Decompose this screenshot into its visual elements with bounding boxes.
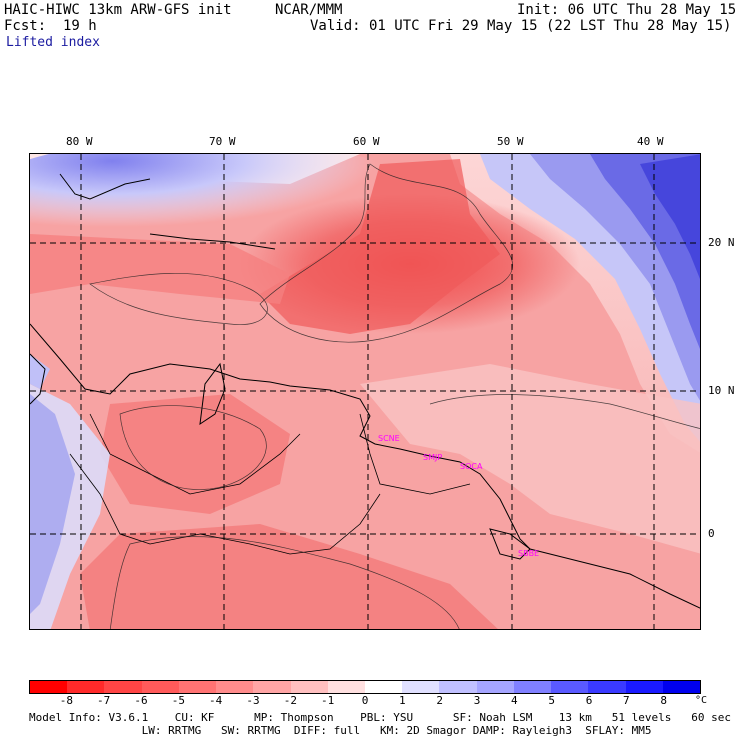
lon-label-60w: 60 W: [353, 135, 380, 148]
colorbar-tick-label: 4: [511, 694, 518, 707]
colorbar-swatch: [178, 681, 217, 693]
model-info-line2: LW: RRTMG SW: RRTMG DIFF: full KM: 2D Sm…: [29, 724, 652, 737]
colorbar-tick-label: 8: [660, 694, 667, 707]
colorbar-tick-label: 1: [399, 694, 406, 707]
colorbar-tick-label: -4: [209, 694, 223, 707]
colorbar-tick-label: 6: [585, 694, 593, 707]
blue-zone-east-core: [640, 154, 700, 279]
borders: [69, 413, 471, 555]
colorbar-swatch: [439, 681, 477, 693]
red-band-caribbean: [30, 234, 290, 304]
lon-label-80w: 80 W: [66, 135, 93, 148]
field-name: Lifted index: [6, 35, 100, 50]
coast-south-america: [30, 323, 700, 609]
colorbar-swatch: [327, 681, 365, 693]
colorbar-unit: °C: [695, 695, 708, 706]
init-time: Init: 06 UTC Thu 28 May 15: [517, 2, 737, 18]
lon-label-50w: 50 W: [497, 135, 524, 148]
colorbar-tick-label: -6: [134, 694, 148, 707]
org-label: NCAR/MMM: [275, 2, 343, 18]
colorbar-swatch: [476, 681, 514, 693]
red-zone-colombia: [100, 394, 290, 514]
station-label: SMJP: [423, 453, 442, 462]
colorbar-tick-label: 5: [548, 694, 555, 707]
colorbar-swatch: [402, 681, 440, 693]
red-zone-amazon: [80, 524, 498, 629]
model-info-line1: Model Info: V3.6.1 CU: KF MP: Thompson P…: [29, 711, 731, 724]
colorbar-tick-label: 0: [361, 694, 369, 707]
coast-amazon-mouth: [489, 528, 531, 560]
contour-amazon: [109, 536, 460, 629]
contour-caribbean: [89, 272, 268, 325]
colorbar-tick-label: -7: [97, 694, 111, 707]
coast-hispaniola: [149, 233, 276, 250]
border-colombia-venezuela: [89, 413, 301, 495]
colorbar-swatch: [662, 681, 700, 693]
lon-label-70w: 70 W: [209, 135, 236, 148]
coast-cuba: [59, 173, 151, 200]
lat-label-20n: 20 N: [708, 236, 735, 249]
pink-corridor-atlantic: [360, 364, 700, 554]
fcst-value: 19 h: [63, 18, 97, 34]
graticule: [30, 154, 700, 629]
colorbar-swatch: [30, 681, 68, 693]
lifted-index-map: SCNE SMJP SOCA SBBE: [29, 153, 701, 630]
colorbar-tick-label: 7: [623, 694, 630, 707]
lat-label-10n: 10 N: [708, 384, 735, 397]
colorbar-swatch: [551, 681, 589, 693]
colorbar-swatch: [513, 681, 552, 693]
coast-central-america: [30, 353, 46, 405]
station-label: SCNE: [378, 434, 400, 443]
model-title: HAIC-HIWC 13km ARW-GFS init: [4, 2, 232, 18]
colorbar: [29, 680, 701, 694]
red-core-band: [260, 159, 500, 334]
colorbar-tick-label: -5: [171, 694, 185, 707]
colorbar-tick-label: -3: [246, 694, 260, 707]
colorbar-swatch: [364, 681, 403, 693]
colorbar-swatch: [290, 681, 328, 693]
colorbar-swatch: [141, 681, 179, 693]
colorbar-swatch: [216, 681, 254, 693]
colorbar-swatch: [253, 681, 291, 693]
colorbar-tick-label: -1: [321, 694, 335, 707]
colorbar-tick-label: -2: [283, 694, 297, 707]
contour-core-north: [259, 163, 513, 343]
contour-colombia: [119, 405, 267, 490]
colorbar-swatch: [67, 681, 105, 693]
colorbar-swatch: [104, 681, 142, 693]
station-label: SOCA: [460, 462, 483, 471]
colorbar-tick-label: -8: [59, 694, 73, 707]
lon-label-40w: 40 W: [637, 135, 664, 148]
colorbar-tick-label: 2: [436, 694, 443, 707]
station-label: SBBE: [518, 549, 539, 558]
map-canvas: SCNE SMJP SOCA SBBE: [30, 154, 700, 629]
fcst-label: Fcst:: [4, 18, 47, 34]
blue-patch-panama: [30, 354, 50, 389]
colorbar-tick-label: 3: [473, 694, 481, 707]
blue-strip-andes-core: [30, 394, 75, 614]
border-colombia-peru: [69, 453, 251, 545]
border-brazil-north: [249, 493, 381, 555]
border-guyanas: [359, 413, 471, 495]
li-contours: [89, 163, 700, 629]
colorbar-swatch: [625, 681, 663, 693]
valid-time: Valid: 01 UTC Fri 29 May 15 (22 LST Thu …: [310, 18, 732, 34]
colorbar-swatch: [588, 681, 626, 693]
lat-label-0: 0: [708, 527, 715, 540]
contour-atlantic: [429, 394, 700, 429]
